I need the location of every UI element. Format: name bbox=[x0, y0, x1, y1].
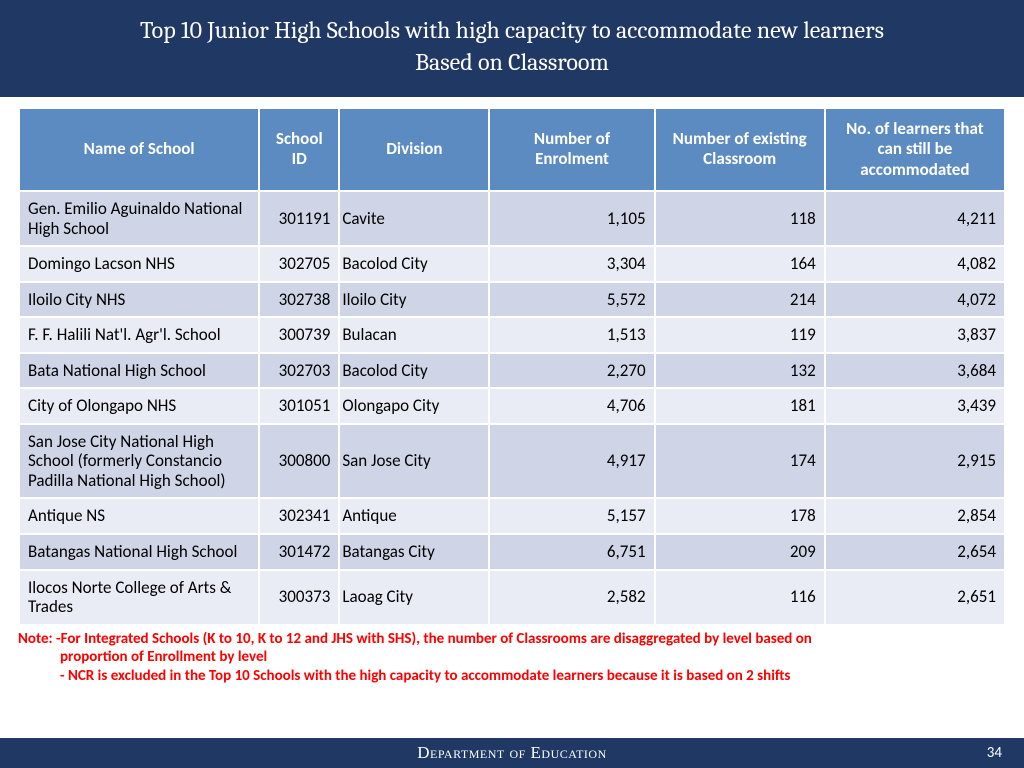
table-row: Batangas National High School301472Batan… bbox=[19, 534, 1005, 570]
header-row: Name of School School ID Division Number… bbox=[19, 108, 1005, 191]
cell-division: Bacolod City bbox=[339, 246, 489, 282]
col-header-division: Division bbox=[339, 108, 489, 191]
cell-capacity: 4,082 bbox=[825, 246, 1005, 282]
cell-classrooms: 209 bbox=[655, 534, 825, 570]
col-header-capacity: No. of learners that can still be accomm… bbox=[825, 108, 1005, 191]
cell-enrolment: 5,572 bbox=[489, 282, 654, 318]
cell-capacity: 2,854 bbox=[825, 498, 1005, 534]
cell-division: Antique bbox=[339, 498, 489, 534]
cell-capacity: 4,072 bbox=[825, 282, 1005, 318]
table-row: Iloilo City NHS302738Iloilo City5,572214… bbox=[19, 282, 1005, 318]
cell-capacity: 3,439 bbox=[825, 388, 1005, 424]
page-number: 34 bbox=[987, 744, 1002, 762]
title-line-2: Based on Classroom bbox=[30, 46, 994, 78]
cell-classrooms: 118 bbox=[655, 191, 825, 246]
cell-capacity: 2,915 bbox=[825, 424, 1005, 499]
table-row: Bata National High School302703Bacolod C… bbox=[19, 353, 1005, 389]
schools-table: Name of School School ID Division Number… bbox=[18, 107, 1006, 626]
col-header-name: Name of School bbox=[19, 108, 259, 191]
cell-id: 300373 bbox=[259, 570, 339, 625]
table-row: F. F. Halili Nat'l. Agr'l. School300739B… bbox=[19, 317, 1005, 353]
title-band: Top 10 Junior High Schools with high cap… bbox=[0, 0, 1024, 97]
cell-id: 301472 bbox=[259, 534, 339, 570]
cell-enrolment: 2,270 bbox=[489, 353, 654, 389]
cell-enrolment: 5,157 bbox=[489, 498, 654, 534]
cell-id: 302738 bbox=[259, 282, 339, 318]
cell-enrolment: 6,751 bbox=[489, 534, 654, 570]
table-row: Ilocos Norte College of Arts & Trades300… bbox=[19, 570, 1005, 625]
cell-name: Gen. Emilio Aguinaldo National High Scho… bbox=[19, 191, 259, 246]
cell-division: Olongapo City bbox=[339, 388, 489, 424]
cell-capacity: 4,211 bbox=[825, 191, 1005, 246]
footer-org: Department of Education bbox=[417, 743, 607, 763]
cell-name: Domingo Lacson NHS bbox=[19, 246, 259, 282]
cell-enrolment: 1,513 bbox=[489, 317, 654, 353]
cell-division: Bacolod City bbox=[339, 353, 489, 389]
cell-capacity: 2,651 bbox=[825, 570, 1005, 625]
cell-enrolment: 4,706 bbox=[489, 388, 654, 424]
cell-enrolment: 2,582 bbox=[489, 570, 654, 625]
cell-id: 300800 bbox=[259, 424, 339, 499]
cell-id: 302703 bbox=[259, 353, 339, 389]
cell-name: F. F. Halili Nat'l. Agr'l. School bbox=[19, 317, 259, 353]
cell-enrolment: 1,105 bbox=[489, 191, 654, 246]
cell-division: Bulacan bbox=[339, 317, 489, 353]
cell-capacity: 3,684 bbox=[825, 353, 1005, 389]
col-header-enrolment: Number of Enrolment bbox=[489, 108, 654, 191]
note-line-1: Note: -For Integrated Schools (K to 10, … bbox=[18, 630, 1006, 649]
table-row: San Jose City National High School (form… bbox=[19, 424, 1005, 499]
notes-block: Note: -For Integrated Schools (K to 10, … bbox=[0, 626, 1024, 686]
cell-name: Bata National High School bbox=[19, 353, 259, 389]
cell-classrooms: 174 bbox=[655, 424, 825, 499]
table-row: City of Olongapo NHS301051Olongapo City4… bbox=[19, 388, 1005, 424]
cell-id: 301051 bbox=[259, 388, 339, 424]
cell-division: San Jose City bbox=[339, 424, 489, 499]
cell-division: Iloilo City bbox=[339, 282, 489, 318]
cell-division: Laoag City bbox=[339, 570, 489, 625]
cell-classrooms: 214 bbox=[655, 282, 825, 318]
cell-name: Ilocos Norte College of Arts & Trades bbox=[19, 570, 259, 625]
cell-classrooms: 116 bbox=[655, 570, 825, 625]
table-row: Gen. Emilio Aguinaldo National High Scho… bbox=[19, 191, 1005, 246]
col-header-id: School ID bbox=[259, 108, 339, 191]
cell-classrooms: 178 bbox=[655, 498, 825, 534]
cell-id: 301191 bbox=[259, 191, 339, 246]
cell-name: San Jose City National High School (form… bbox=[19, 424, 259, 499]
title-line-1: Top 10 Junior High Schools with high cap… bbox=[30, 14, 994, 46]
cell-division: Batangas City bbox=[339, 534, 489, 570]
cell-enrolment: 4,917 bbox=[489, 424, 654, 499]
cell-name: City of Olongapo NHS bbox=[19, 388, 259, 424]
table-row: Antique NS302341Antique5,1571782,854 bbox=[19, 498, 1005, 534]
cell-enrolment: 3,304 bbox=[489, 246, 654, 282]
col-header-classrooms: Number of existing Classroom bbox=[655, 108, 825, 191]
cell-capacity: 2,654 bbox=[825, 534, 1005, 570]
cell-classrooms: 164 bbox=[655, 246, 825, 282]
cell-classrooms: 132 bbox=[655, 353, 825, 389]
note-line-3: - NCR is excluded in the Top 10 Schools … bbox=[18, 667, 1006, 686]
cell-classrooms: 119 bbox=[655, 317, 825, 353]
cell-id: 300739 bbox=[259, 317, 339, 353]
table-row: Domingo Lacson NHS302705Bacolod City3,30… bbox=[19, 246, 1005, 282]
cell-id: 302341 bbox=[259, 498, 339, 534]
cell-name: Batangas National High School bbox=[19, 534, 259, 570]
cell-id: 302705 bbox=[259, 246, 339, 282]
footer-bar: Department of Education 34 bbox=[0, 738, 1024, 768]
cell-capacity: 3,837 bbox=[825, 317, 1005, 353]
cell-name: Antique NS bbox=[19, 498, 259, 534]
cell-classrooms: 181 bbox=[655, 388, 825, 424]
cell-name: Iloilo City NHS bbox=[19, 282, 259, 318]
note-line-2: proportion of Enrollment by level bbox=[18, 648, 1006, 667]
table-container: Name of School School ID Division Number… bbox=[0, 97, 1024, 626]
cell-division: Cavite bbox=[339, 191, 489, 246]
